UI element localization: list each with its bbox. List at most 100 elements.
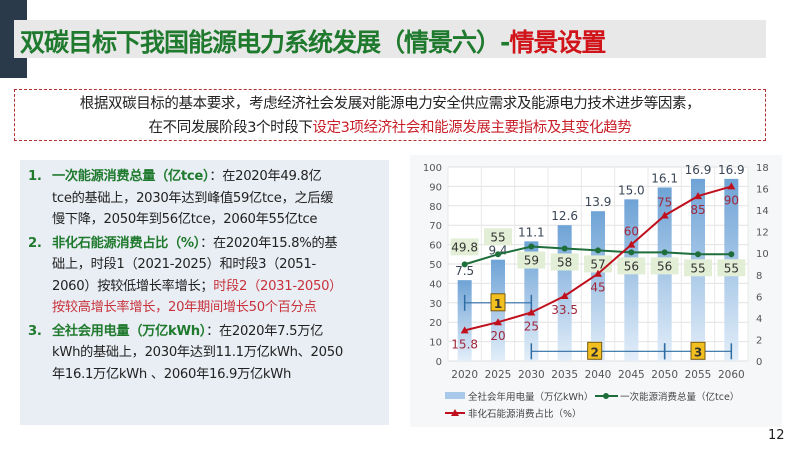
nonfossil-data-label: 33.5 xyxy=(551,303,578,317)
primary-energy-data-label: 49.8 xyxy=(451,240,478,254)
indicator-item: 3. 全社会用电量（万亿kWh）：在2020年7.5万亿 kWh的基础上，203… xyxy=(28,321,389,386)
bar-data-label: 13.9 xyxy=(585,195,612,209)
primary-energy-data-label: 56 xyxy=(657,259,672,273)
item-text: kWh的基础上，2030年达到11.1万亿kWh、2050 xyxy=(52,345,343,360)
item-heading: 一次能源消费总量（亿tce） xyxy=(52,169,210,184)
right-axis-tick: 8 xyxy=(756,271,762,282)
x-axis-tick: 2025 xyxy=(485,369,512,381)
primary-energy-data-label: 59 xyxy=(524,254,539,268)
primary-energy-data-label: 57 xyxy=(590,257,605,271)
primary-energy-data-label: 55 xyxy=(490,230,505,244)
legend-marker xyxy=(603,393,609,399)
x-axis-tick: 2030 xyxy=(518,369,545,381)
primary-energy-point xyxy=(595,247,601,254)
right-axis-tick: 2 xyxy=(756,335,762,346)
bar-data-label: 16.1 xyxy=(651,171,678,185)
nonfossil-point xyxy=(627,240,636,248)
indicator-item: 2. 非化石能源消费占比（%）：在2020年15.8%的基 础上，时段1（202… xyxy=(28,233,389,319)
intro-line2: 在不同发展阶段3个时段下 xyxy=(148,120,313,136)
right-axis-tick: 16 xyxy=(756,185,769,196)
nonfossil-point xyxy=(460,326,469,334)
nonfossil-point xyxy=(694,192,702,200)
label-bg xyxy=(684,259,712,277)
period-label: 3 xyxy=(694,345,702,359)
title-band xyxy=(14,20,766,58)
label-bg xyxy=(450,238,479,256)
bar-data-label: 7.5 xyxy=(455,264,474,278)
label-bg xyxy=(650,257,679,275)
right-axis-tick: 18 xyxy=(756,163,769,174)
nonfossil-point xyxy=(494,318,502,326)
bar-data-label: 11.1 xyxy=(518,225,545,239)
bar xyxy=(624,199,639,361)
nonfossil-data-label: 85 xyxy=(690,203,705,217)
right-axis-tick: 6 xyxy=(756,292,762,303)
primary-energy-point xyxy=(528,243,535,250)
left-axis-tick: 0 xyxy=(436,357,442,368)
left-axis-tick: 60 xyxy=(429,241,442,252)
left-axis-tick: 10 xyxy=(429,338,442,349)
left-axis-tick: 80 xyxy=(429,202,442,213)
left-axis-tick: 50 xyxy=(429,260,442,271)
item-text: ：在2020年7.5万亿 xyxy=(206,323,323,339)
page-title: 双碳目标下我国能源电力系统发展（情景六）-情景设置 xyxy=(20,23,606,59)
nonfossil-point xyxy=(727,182,736,190)
legend-label: 全社会年用电量（万亿kWh） xyxy=(468,391,593,403)
bar-data-label: 15.0 xyxy=(618,183,645,197)
item-text: 年16.1万亿kWh 、2060年16.9万亿kWh xyxy=(52,366,292,382)
item-heading: 全社会用电量（万亿kWh） xyxy=(52,323,207,339)
primary-energy-point xyxy=(661,249,668,256)
nonfossil-data-label: 25 xyxy=(524,320,539,334)
title-main: 双碳目标下我国能源电力系统发展（情景六）- xyxy=(20,28,510,57)
intro-box: 根据双碳目标的基本要求，考虑经济社会发展对能源电力安全供应需求及能源电力技术进步… xyxy=(14,89,766,141)
bar xyxy=(457,280,472,361)
nonfossil-data-label: 75 xyxy=(657,196,672,210)
item-text-highlight: 时段2（2031-2050） xyxy=(213,278,343,294)
x-axis-tick: 2020 xyxy=(451,369,478,381)
title-highlight: 情景设置 xyxy=(509,28,606,57)
label-bg xyxy=(550,253,579,271)
x-axis-tick: 2055 xyxy=(685,369,712,381)
item-number: 3. xyxy=(28,323,42,339)
nonfossil-data-label: 60 xyxy=(624,225,639,239)
legend-label: 非化石能源消费占比（%） xyxy=(468,408,582,420)
legend-marker xyxy=(451,409,459,416)
bar-data-label: 16.9 xyxy=(718,163,745,177)
nonfossil-point xyxy=(527,308,536,316)
primary-energy-point xyxy=(561,245,568,252)
indicator-panel: 1. 一次能源消费总量（亿tce）：在2020年49.8亿 tce的基础上，20… xyxy=(20,160,389,425)
x-axis-tick: 2045 xyxy=(618,369,645,381)
intro-line2-highlight: 设定3项经济社会和能源发展主要指标及其变化趋势 xyxy=(312,120,632,136)
right-axis-tick: 4 xyxy=(756,314,762,325)
primary-energy-point xyxy=(461,261,468,268)
left-axis-tick: 70 xyxy=(429,221,442,232)
item-text: tce的基础上，2030年达到峰值59亿tce，之后缓 xyxy=(52,190,334,206)
nonfossil-data-label: 45 xyxy=(590,281,605,295)
primary-energy-data-label: 55 xyxy=(724,261,739,275)
primary-energy-point xyxy=(628,249,635,256)
x-axis-tick: 2060 xyxy=(718,369,745,381)
left-axis-tick: 40 xyxy=(429,279,442,290)
right-axis-tick: 14 xyxy=(756,206,769,217)
item-text: ：在2020年49.8亿 xyxy=(209,169,322,184)
period-box xyxy=(690,341,706,360)
period-label: 1 xyxy=(494,297,502,311)
left-axis-tick: 20 xyxy=(429,318,442,329)
primary-energy-data-label: 55 xyxy=(690,261,705,275)
primary-energy-point xyxy=(695,251,701,258)
intro-line1: 根据双碳目标的基本要求，考虑经济社会发展对能源电力安全供应需求及能源电力技术进步… xyxy=(79,96,701,112)
item-text: 础上，时段1（2021-2025）和时段3（2051- xyxy=(52,257,316,272)
label-bg xyxy=(617,257,646,275)
right-axis-tick: 0 xyxy=(756,357,762,368)
primary-energy-data-label: 58 xyxy=(557,255,572,269)
bar-data-label: 12.6 xyxy=(551,209,578,223)
legend-label: 一次能源消费总量（亿tce） xyxy=(620,391,739,403)
nonfossil-point xyxy=(560,292,569,300)
primary-energy-point xyxy=(495,251,501,258)
nonfossil-point xyxy=(594,269,602,277)
left-axis-tick: 100 xyxy=(423,163,442,174)
bar xyxy=(591,211,605,361)
left-axis-tick: 90 xyxy=(429,182,442,193)
nonfossil-data-label: 90 xyxy=(724,193,739,207)
